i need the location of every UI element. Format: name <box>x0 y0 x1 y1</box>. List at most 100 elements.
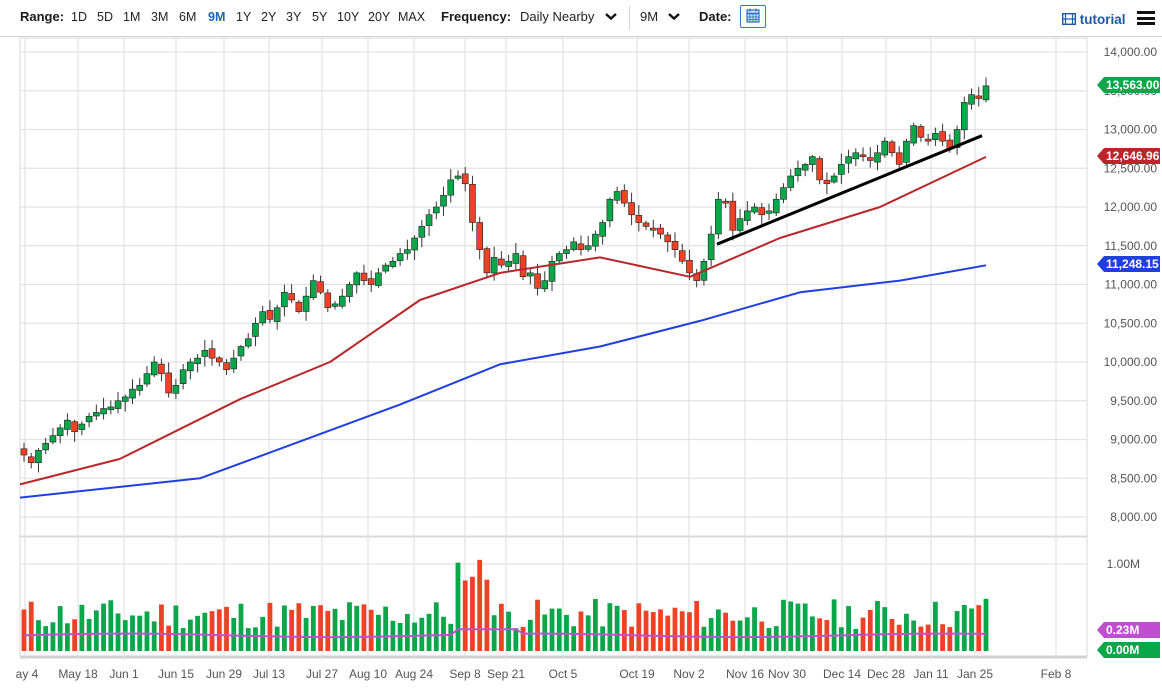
volume-bar <box>918 626 924 651</box>
y-tick-label: 8,000.00 <box>1110 510 1157 524</box>
candle-body <box>244 338 252 347</box>
date-label: Date: <box>699 9 732 24</box>
volume-bar <box>578 611 584 651</box>
candle-body <box>823 179 831 185</box>
volume-bar <box>773 626 779 651</box>
candle-body <box>635 214 643 223</box>
volume-bar <box>708 618 714 651</box>
candle-body <box>881 140 889 156</box>
candle-body <box>642 222 650 227</box>
chevron-down-icon[interactable] <box>604 11 618 21</box>
volume-tag <box>1097 642 1160 658</box>
y-tick-label: 12,500.00 <box>1104 161 1158 175</box>
tutorial-link[interactable]: tutorial <box>1061 12 1126 27</box>
volume-bar <box>462 580 468 651</box>
volume-bar <box>802 603 808 651</box>
volume-bar <box>238 603 244 651</box>
volume-bar <box>339 620 345 651</box>
volume-avg-tag <box>1097 622 1160 638</box>
volume-bar <box>166 625 172 651</box>
x-tick-label: Dec 14 <box>823 667 861 681</box>
range-5d[interactable]: 5D <box>97 10 113 24</box>
volume-bar <box>448 623 454 651</box>
candle-body <box>787 175 795 188</box>
volume-bar <box>961 605 967 651</box>
volume-bar <box>875 600 880 651</box>
range-1m[interactable]: 1M <box>123 10 141 24</box>
last-price-tag <box>1097 77 1160 93</box>
candle-body <box>469 183 476 223</box>
candle-body <box>223 362 230 371</box>
candle-body <box>310 280 317 299</box>
candle-body <box>411 237 418 251</box>
range-1d[interactable]: 1D <box>71 10 87 24</box>
price-chart[interactable]: 14,000.0013,500.0013,000.0012,500.0012,0… <box>0 37 1162 690</box>
candle-body <box>924 138 932 142</box>
candle-body <box>794 167 802 176</box>
range-max[interactable]: MAX <box>398 10 426 24</box>
volume-bar <box>441 616 446 651</box>
trendline <box>716 134 983 246</box>
volume-bar <box>701 626 707 651</box>
candle-body <box>447 179 455 196</box>
candle-body <box>657 227 664 235</box>
candle-body <box>346 284 353 297</box>
period-dropdown[interactable]: 9M <box>640 9 659 24</box>
volume-bar <box>477 559 483 651</box>
film-icon <box>1061 12 1077 26</box>
volume-bar <box>209 611 215 651</box>
y-tick-label: 9,500.00 <box>1110 394 1157 408</box>
range-5y[interactable]: 5Y <box>312 10 328 24</box>
x-tick-label: Aug 24 <box>395 667 433 681</box>
volume-bar <box>173 605 179 651</box>
volume-bar <box>556 608 562 651</box>
volume-bar <box>253 627 258 651</box>
volume-bar <box>817 618 823 651</box>
candle-body <box>483 248 491 274</box>
x-tick-label: Jul 27 <box>306 667 338 681</box>
range-10y[interactable]: 10Y <box>337 10 360 24</box>
volume-bar <box>64 623 70 651</box>
volume-bar <box>101 603 106 651</box>
candle-body <box>324 292 332 309</box>
volume-bar <box>969 608 974 651</box>
frequency-dropdown[interactable]: Daily Nearby <box>520 9 595 24</box>
chevron-down-icon[interactable] <box>667 11 681 21</box>
candle-body <box>678 250 686 262</box>
range-1y[interactable]: 1Y <box>236 10 252 24</box>
volume-bar <box>404 613 410 651</box>
volume-bar <box>289 609 295 651</box>
candle-body <box>584 245 592 250</box>
candle-body <box>273 307 281 322</box>
volume-bar <box>419 617 425 651</box>
x-tick-label: Oct 19 <box>619 667 655 681</box>
range-9m[interactable]: 9M <box>208 10 226 24</box>
hamburger-menu-icon[interactable] <box>1137 11 1155 25</box>
candle-body <box>599 222 606 237</box>
candle-body <box>136 384 144 391</box>
candle-body <box>56 427 64 436</box>
volume-bar <box>296 603 302 651</box>
calendar-button[interactable] <box>740 5 766 28</box>
candle-body <box>570 241 578 250</box>
range-20y[interactable]: 20Y <box>368 10 391 24</box>
volume-bar <box>679 611 685 651</box>
volume-bar <box>947 627 953 651</box>
candle-body <box>512 253 520 264</box>
range-2y[interactable]: 2Y <box>261 10 277 24</box>
moving-average-200-line <box>19 264 987 499</box>
candle-body <box>765 210 773 214</box>
volume-bar <box>658 609 663 651</box>
candle-body <box>396 253 404 262</box>
range-6m[interactable]: 6M <box>179 10 197 24</box>
range-3y[interactable]: 3Y <box>286 10 302 24</box>
volume-bar <box>650 612 656 651</box>
volume-bar <box>838 627 844 651</box>
volume-bar <box>925 624 931 651</box>
candle-body <box>302 295 310 312</box>
ma-long-tag-text: 11,248.15 <box>1106 257 1159 271</box>
y-tick-label: 12,000.00 <box>1104 200 1158 214</box>
candle-body <box>838 164 845 175</box>
range-3m[interactable]: 3M <box>151 10 169 24</box>
candle-body <box>910 125 917 144</box>
